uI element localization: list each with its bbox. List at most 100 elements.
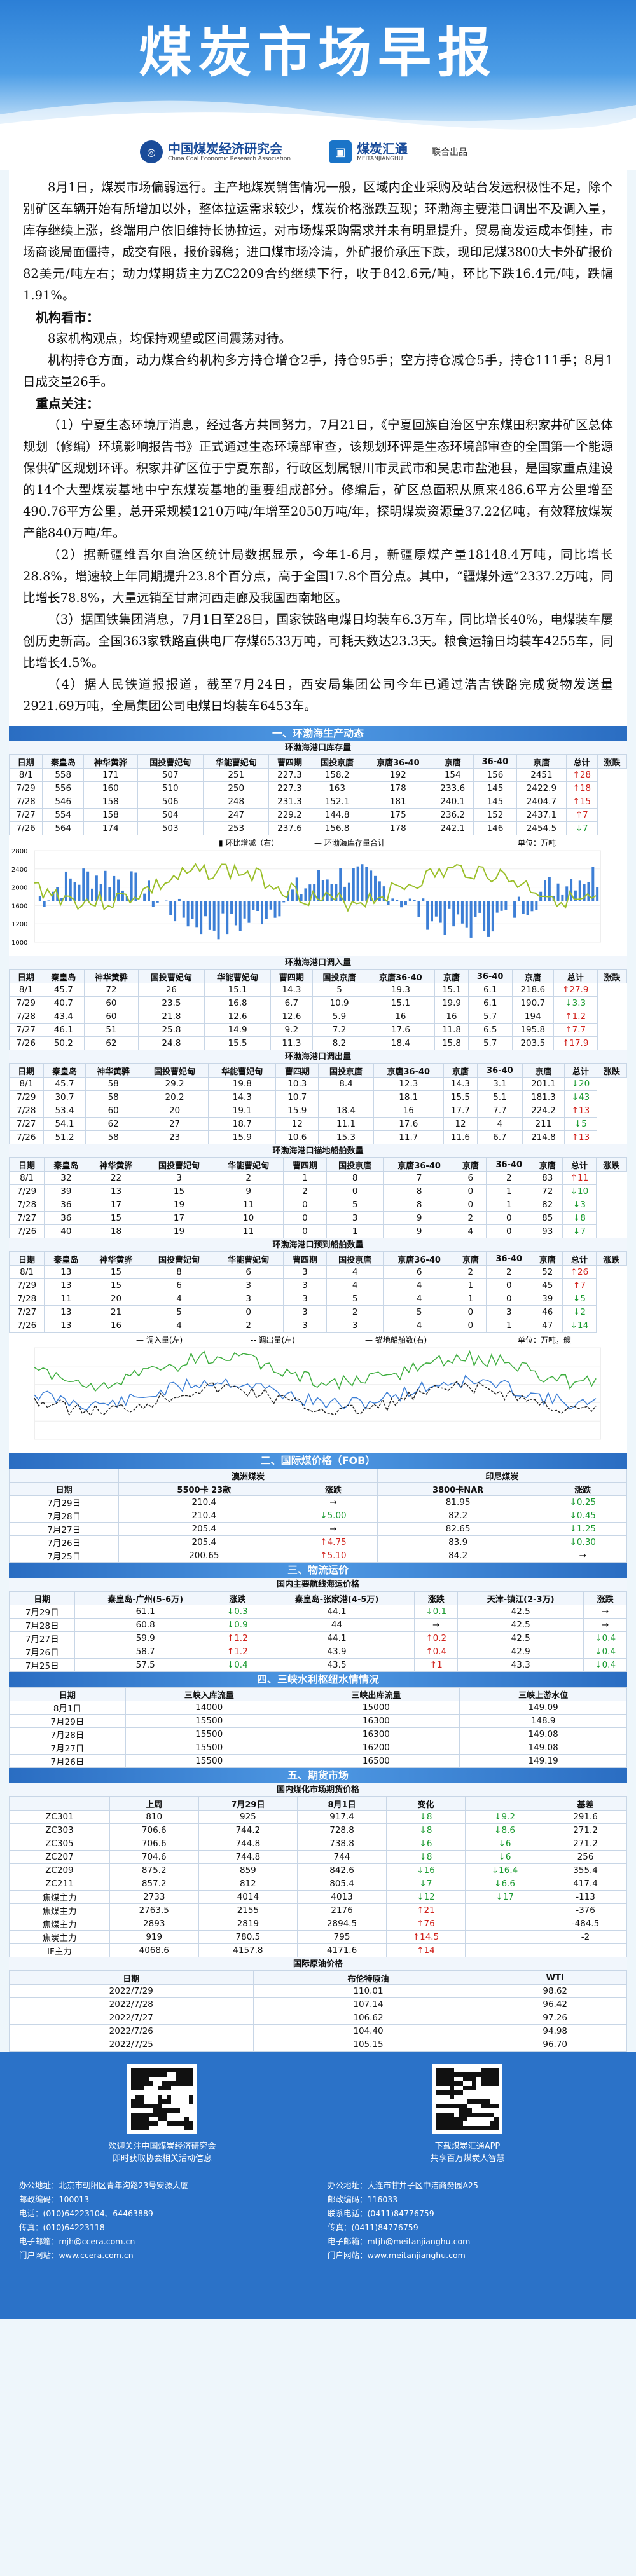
column-header: 基差 [544, 1797, 627, 1811]
table-cell: 2176 [297, 1903, 387, 1917]
water-table: 日期 三峡入库流量 三峡出库流量 三峡上游水位 8月1日 14000 15000 149.09… [9, 1687, 627, 1768]
table-cell: 1 [282, 1171, 328, 1185]
table-cell: 7月28日 [8, 1618, 76, 1632]
table-cell: ↑13 [564, 1130, 597, 1144]
news-paragraph: （3）据国铁集团消息，7月1日至28日，国家铁路电煤日均装车6.3万车，同比增长… [23, 612, 613, 670]
table-cell: 62 [84, 1036, 139, 1050]
table-cell: 8.2 [312, 1036, 367, 1050]
table-row: 7/29 40.7 60 23.5 16.8 6.7 10.9 15.1 19.9 6.1 190.… [9, 996, 627, 1010]
table-cell: 291.6 [544, 1810, 627, 1824]
table-cell: 201.1 [522, 1077, 565, 1091]
table-cell: 11.1 [318, 1117, 374, 1131]
table-cell: 15 [87, 1211, 145, 1225]
table-cell: 507 [137, 768, 204, 782]
bar-mark [544, 880, 546, 901]
table-cell: 9 [383, 1224, 456, 1238]
table-cell: 2 [213, 1171, 284, 1185]
mtjh-email-link[interactable]: 电子邮箱：mtjh@meitanjianghu.com [328, 2237, 471, 2246]
table-cell: 3 [213, 1278, 284, 1292]
table-cell: 3 [213, 1292, 284, 1306]
table-cell: 45.7 [42, 983, 85, 997]
table-cell: 146 [473, 821, 518, 835]
bar-mark [151, 901, 155, 907]
table-cell: 4 [383, 1278, 456, 1292]
page-title: 煤炭市场早报 [138, 21, 497, 84]
bar-mark [247, 901, 251, 923]
column-header: 布伦特原油 [252, 1971, 484, 1985]
table-cell: 237.6 [268, 821, 311, 835]
table-cell: 4 [326, 1265, 384, 1279]
table-cell: 7月27日 [8, 1631, 76, 1645]
table-cell: 205.4 [118, 1535, 290, 1549]
column-header: 日期 [8, 1158, 45, 1172]
bar-mark [565, 886, 569, 901]
table-cell: 7/27 [8, 1305, 45, 1319]
table-cell: 8/1 [8, 1171, 45, 1185]
bar-mark [378, 881, 381, 901]
table-cell: 214.8 [522, 1130, 565, 1144]
bar-mark [291, 889, 294, 901]
table-row: ZC305 706.6 744.8 738.8 ↓6 ↓6 271.2 [9, 1837, 627, 1851]
table-cell: ↑14.5 [385, 1930, 466, 1944]
table-cell: 10.6 [275, 1130, 319, 1144]
views-paragraph: 8家机构观点，均保持观望或区间震荡对待。 [48, 331, 291, 346]
table-cell: 2733 [109, 1890, 199, 1904]
table-cell: 744 [297, 1850, 387, 1864]
table-cell: ↓20 [564, 1077, 597, 1091]
table-cell: 8/1 [9, 1077, 44, 1091]
table-cell: 14.9 [204, 1023, 272, 1037]
bar-mark [64, 871, 67, 901]
table-title: 环渤海港口库存量 [9, 741, 627, 755]
column-header: 日期 [9, 1064, 44, 1078]
bar-mark [517, 896, 520, 901]
table-cell: 焦炭主力 [9, 1930, 110, 1944]
table-cell: 0 [485, 1211, 533, 1225]
table-cell: 60 [84, 1010, 139, 1024]
table-cell: 58 [85, 1077, 141, 1091]
table-cell: 211 [522, 1117, 565, 1131]
table-cell: 2022/7/29 [9, 1984, 254, 1998]
table-cell: 16200 [292, 1741, 460, 1755]
table-cell: 5 [144, 1305, 214, 1319]
column-header: 京唐 [434, 969, 469, 983]
column-header [9, 1797, 110, 1811]
table-cell: 7/29 [9, 1090, 44, 1104]
table-cell: 812 [198, 1877, 298, 1891]
table-cell: 6 [144, 1278, 214, 1292]
table-cell [465, 1930, 545, 1944]
bar-mark [95, 875, 98, 901]
bar-mark [47, 900, 50, 901]
section-bar: 二、国际煤价格（FOB） [9, 1453, 627, 1469]
table-cell: 62 [85, 1117, 141, 1131]
mtjh-site-link[interactable]: 门户网站：www.meitanjianghu.com [328, 2251, 466, 2260]
table-cell: 3 [144, 1171, 214, 1185]
table-cell: ZC305 [9, 1837, 110, 1851]
table-cell: 7/28 [8, 795, 43, 809]
table-cell: 8.4 [318, 1077, 374, 1091]
ccera-email-link[interactable]: 电子邮箱：mjh@ccera.com.cn [19, 2237, 135, 2246]
table-row: 7月27日 205.4 → 82.65 ↓1.25 [8, 1522, 628, 1536]
section-bohai: 一、环渤海生产动态 环渤海港口库存量 日期 秦皇岛 神华黄骅 国投曹妃甸 华能曹妃甸 曹四… [8, 726, 628, 1453]
y-tick-label: 2800 [11, 848, 27, 855]
table-cell: 13 [44, 1305, 88, 1319]
table-cell: ↓0.4 [583, 1645, 627, 1659]
legend-out: -- 调出量(左) [251, 1335, 295, 1345]
bar-mark [108, 887, 111, 901]
section-bar: 三、物流运价 [9, 1563, 627, 1578]
news-paragraph: （4）据人民铁道报报道，截至7月24日，西安局集团公司今年已通过浩吉铁路完成货物… [23, 677, 613, 713]
table-cell: 57.5 [74, 1658, 216, 1672]
ccera-contact: 办公地址：北京市朝阳区青年沟路23号安源大厦 邮政编码：100013 电话：(010… [19, 2179, 188, 2263]
table-cell: 240.1 [431, 795, 474, 809]
table-cell: 30.7 [43, 1090, 86, 1104]
table-cell: 7/28 [9, 1104, 44, 1118]
table-cell: 93 [532, 1224, 563, 1238]
bar-mark [491, 901, 494, 932]
table-cell: 15.9 [208, 1130, 277, 1144]
column-header: 国投曹妃甸 [140, 1064, 209, 1078]
table-cell: 7/29 [8, 1278, 45, 1292]
ccera-site-link[interactable]: 门户网站：www.ccera.com.cn [19, 2251, 134, 2260]
column-header: 京唐 [532, 1158, 563, 1172]
table-cell: ↑28 [565, 768, 598, 782]
column-header: 曹四期 [282, 1252, 328, 1266]
table-row: 7/28 53.4 60 20 19.1 15.9 18.4 16 17.7 7.7 224.2 ↑1… [9, 1104, 627, 1118]
